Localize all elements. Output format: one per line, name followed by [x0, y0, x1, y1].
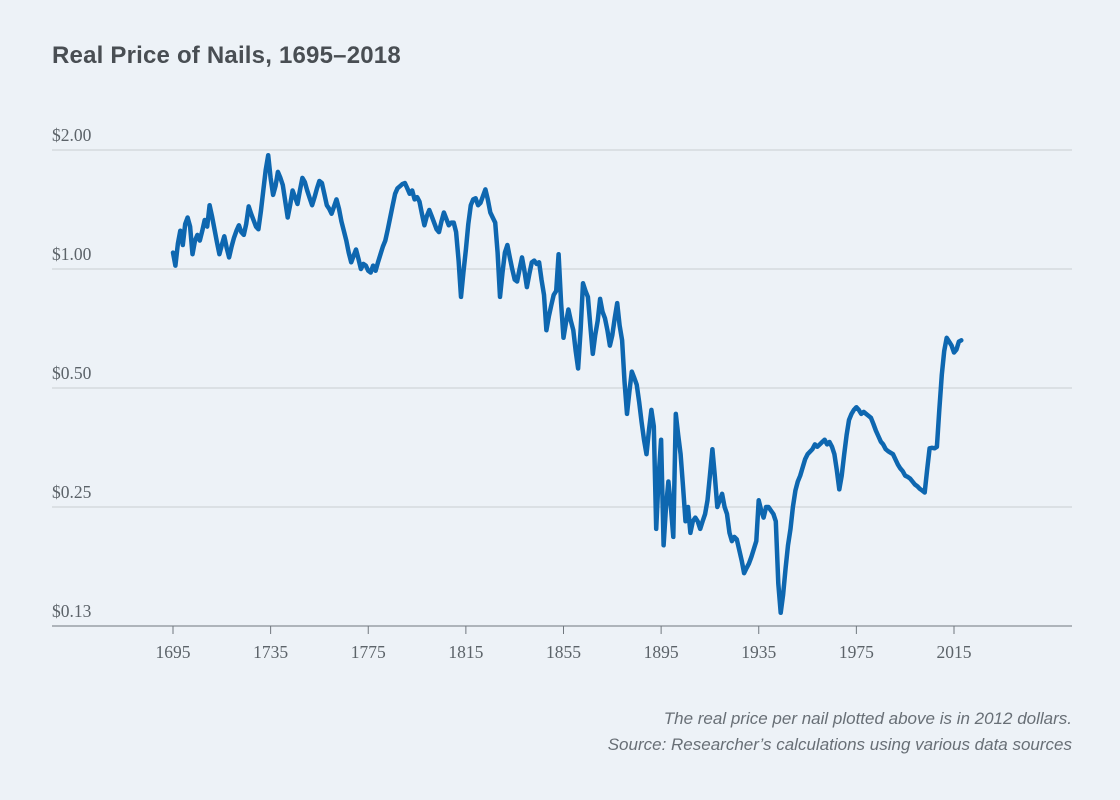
x-tick-label: 1775	[351, 642, 386, 662]
y-tick-label: $1.00	[52, 244, 92, 264]
caption-note: The real price per nail plotted above is…	[663, 709, 1072, 728]
page-title: Real Price of Nails, 1695–2018	[52, 42, 401, 69]
x-tick-label: 1975	[839, 642, 874, 662]
x-tick-label: 1735	[253, 642, 288, 662]
x-tick-label: 1935	[741, 642, 776, 662]
x-tick-label: 2015	[936, 642, 971, 662]
x-tick-label: 1695	[156, 642, 191, 662]
chart-caption: The real price per nail plotted above is…	[608, 706, 1072, 758]
y-tick-label: $0.13	[52, 601, 92, 621]
y-tick-label: $0.50	[52, 363, 92, 383]
x-tick-label: 1855	[546, 642, 581, 662]
x-tick-label: 1815	[448, 642, 483, 662]
y-tick-label: $2.00	[52, 125, 92, 145]
x-tick-label: 1895	[644, 642, 679, 662]
y-tick-label: $0.25	[52, 482, 92, 502]
caption-source: Source: Researcher’s calculations using …	[607, 735, 1072, 754]
price-series-line	[170, 152, 964, 616]
